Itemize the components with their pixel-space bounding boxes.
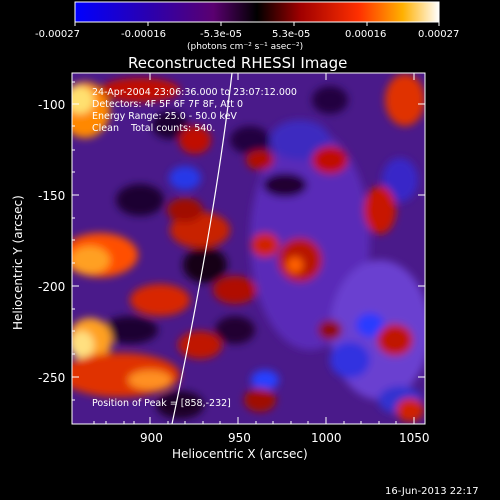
y-tick-label: -100 (38, 98, 65, 112)
detectors-text: Detectors: 4F 5F 6F 7F 8F, Att 0 (92, 99, 243, 110)
x-tick-label: 1050 (399, 431, 430, 445)
y-tick-label: -250 (38, 371, 65, 385)
time-range-text: 24-Apr-2004 23:06:36.000 to 23:07:12.000 (92, 87, 297, 98)
rhessi-image (72, 73, 425, 424)
plot-title: Reconstructed RHESSI Image (128, 54, 347, 72)
x-tick-label: 1000 (311, 431, 342, 445)
x-tick-label: 950 (228, 431, 251, 445)
clean-counts-text: Clean Total counts: 540. (92, 123, 215, 134)
footer-date: 16-Jun-2013 22:17 (385, 486, 479, 497)
y-tick-label: -200 (38, 280, 65, 294)
x-axis-ticks (93, 73, 415, 424)
y-axis-label: Heliocentric Y (arcsec) (11, 195, 25, 330)
colorbar (74, 1, 440, 23)
colorbar-tick-label: 5.3e-05 (272, 29, 310, 40)
colorbar-tick-label: 0.00016 (345, 29, 386, 40)
y-tick-label: -150 (38, 189, 65, 203)
x-axis-label: Heliocentric X (arcsec) (172, 447, 308, 461)
x-tick-label: 900 (140, 431, 163, 445)
plot-frame (71, 72, 426, 425)
colorbar-tick-label: -5.3e-05 (200, 29, 242, 40)
energy-range-text: Energy Range: 25.0 - 50.0 keV (92, 111, 237, 122)
colorbar-ticks (74, 22, 440, 26)
colorbar-units: (photons cm⁻² s⁻¹ asec⁻²) (187, 42, 303, 52)
colorbar-tick-label: -0.00027 (35, 29, 80, 40)
y-axis-ticks (72, 81, 425, 401)
peak-position-text: Position of Peak = [858,-232] (92, 398, 231, 409)
colorbar-tick-label: -0.00016 (121, 29, 166, 40)
colorbar-tick-label: 0.00027 (418, 29, 459, 40)
solar-limb-curve (171, 73, 233, 424)
